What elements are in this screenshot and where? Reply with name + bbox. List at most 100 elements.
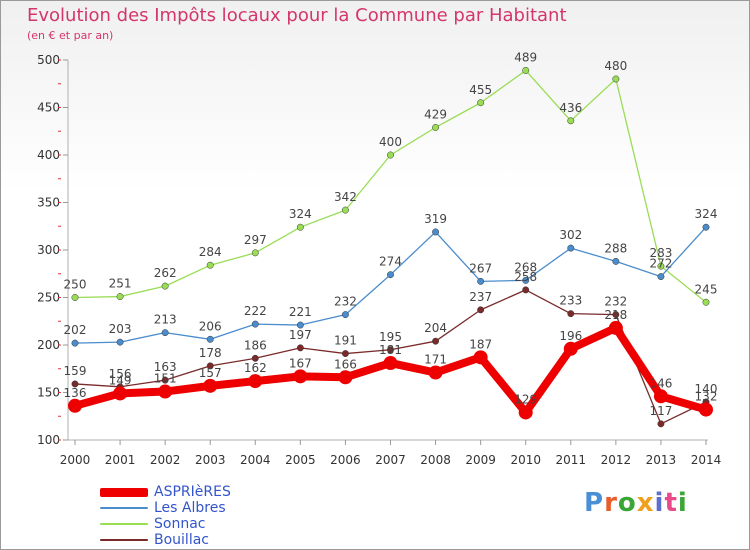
y-tick-label: 150 <box>37 386 60 400</box>
data-point-0 <box>203 378 218 393</box>
legend-item-bouillac[interactable]: Bouillac <box>100 532 231 548</box>
logo-letter: P <box>584 488 605 518</box>
x-tick-label: 2007 <box>375 453 406 467</box>
data-point-1 <box>477 277 485 285</box>
y-tick-label: 300 <box>37 243 60 257</box>
data-point-3 <box>296 344 304 352</box>
data-point-0 <box>699 402 713 417</box>
legend-item-les-albres[interactable]: Les Albres <box>100 500 231 516</box>
data-point-3 <box>657 420 665 428</box>
data-label-1: 232 <box>334 295 357 309</box>
chart-subtitle: (en € et par an) <box>27 29 114 42</box>
data-point-1 <box>206 335 214 343</box>
legend-swatch-les-albres <box>100 507 148 509</box>
data-label-1: 319 <box>424 212 447 226</box>
data-point-2 <box>702 298 710 306</box>
data-label-3: 237 <box>469 290 492 304</box>
data-point-0 <box>608 320 623 335</box>
y-tick-label: 500 <box>37 53 60 67</box>
data-label-0: 146 <box>649 376 672 390</box>
data-point-3 <box>432 337 440 345</box>
data-point-2 <box>206 261 214 269</box>
data-label-3: 195 <box>379 330 402 344</box>
data-label-3: 186 <box>244 338 267 352</box>
data-label-2: 297 <box>244 233 267 247</box>
x-tick-label: 2011 <box>556 453 587 467</box>
data-point-1 <box>251 320 259 328</box>
data-label-0: 166 <box>334 357 357 371</box>
legend: ASPRIèRES Les Albres Sonnac Bouillac <box>100 484 231 548</box>
data-label-0: 136 <box>64 386 87 400</box>
data-label-2: 245 <box>695 282 718 296</box>
data-point-1 <box>702 223 710 231</box>
data-label-1: 324 <box>695 207 718 221</box>
data-point-0 <box>383 356 398 371</box>
x-tick-label: 2004 <box>240 453 271 467</box>
data-label-1: 206 <box>199 319 222 333</box>
x-tick-label: 2001 <box>105 453 136 467</box>
data-point-0 <box>158 384 173 399</box>
data-point-2 <box>71 294 79 301</box>
data-label-1: 272 <box>649 257 672 271</box>
logo-letter: x <box>636 488 655 518</box>
x-tick-label: 2009 <box>465 453 496 467</box>
data-point-1 <box>296 321 304 329</box>
data-label-0: 196 <box>559 329 582 343</box>
x-tick-label: 2008 <box>420 453 451 467</box>
data-point-3 <box>251 354 259 362</box>
data-point-2 <box>432 124 440 131</box>
data-label-0: 149 <box>109 373 132 387</box>
x-tick-label: 2013 <box>646 453 677 467</box>
data-label-3: 156 <box>109 367 132 381</box>
data-label-2: 480 <box>604 59 627 73</box>
legend-swatch-sonnac <box>100 523 148 525</box>
x-tick-label: 2014 <box>691 453 722 467</box>
y-tick-label: 450 <box>37 101 60 115</box>
x-tick-label: 2006 <box>330 453 361 467</box>
legend-label-bouillac: Bouillac <box>154 532 209 548</box>
data-label-1: 288 <box>604 241 627 255</box>
data-label-1: 213 <box>154 313 177 327</box>
data-label-3: 258 <box>514 270 537 284</box>
data-point-0 <box>248 374 263 389</box>
data-label-2: 324 <box>289 207 312 221</box>
data-label-0: 171 <box>424 353 447 367</box>
data-label-3: 163 <box>154 360 177 374</box>
data-label-3: 233 <box>559 294 582 308</box>
data-label-3: 159 <box>64 364 87 378</box>
data-point-1 <box>612 257 620 265</box>
logo-letter: i <box>654 488 665 518</box>
data-label-3: 140 <box>695 382 718 396</box>
y-tick-label: 350 <box>37 196 60 210</box>
legend-label-les-albres: Les Albres <box>154 500 226 516</box>
y-tick-label: 400 <box>37 148 60 162</box>
data-point-0 <box>113 386 128 401</box>
legend-item-asprieres[interactable]: ASPRIèRES <box>100 484 231 500</box>
data-label-2: 262 <box>154 266 177 280</box>
x-tick-label: 2005 <box>285 453 316 467</box>
data-point-2 <box>341 206 349 214</box>
data-point-0 <box>293 369 308 384</box>
data-point-2 <box>387 151 394 159</box>
data-point-3 <box>341 350 349 357</box>
data-point-3 <box>477 306 485 314</box>
data-point-0 <box>68 398 82 413</box>
data-label-2: 283 <box>649 246 672 260</box>
data-point-1 <box>432 228 440 236</box>
data-point-0 <box>653 389 668 404</box>
data-point-0 <box>428 365 443 380</box>
data-point-2 <box>251 249 259 257</box>
legend-item-sonnac[interactable]: Sonnac <box>100 516 231 532</box>
data-point-3 <box>387 346 394 354</box>
data-point-1 <box>387 271 394 279</box>
data-point-1 <box>657 273 665 281</box>
data-point-3 <box>161 376 169 384</box>
data-point-2 <box>612 75 620 83</box>
y-tick-label: 100 <box>37 433 60 447</box>
data-point-1 <box>341 311 349 319</box>
legend-swatch-asprieres <box>100 487 148 497</box>
y-tick-label: 200 <box>37 338 60 352</box>
data-point-3 <box>206 362 214 370</box>
